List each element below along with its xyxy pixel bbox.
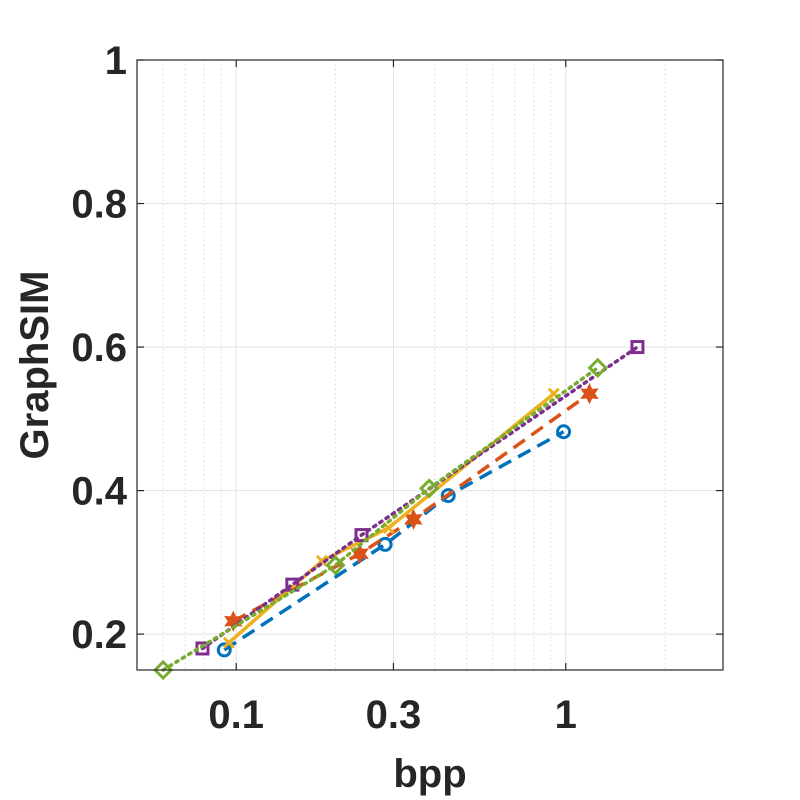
- x-tick-labels: 0.1 0.3 1: [208, 693, 576, 737]
- data-point-circle: [377, 536, 393, 552]
- data-point-x-stroke: [382, 521, 395, 534]
- y-tick-label: 0.2: [71, 613, 127, 657]
- y-tick-label: 0.8: [71, 183, 127, 227]
- data-point-hexagram: [350, 543, 369, 565]
- x-tick-label: 1: [555, 693, 577, 737]
- data-point-x: [222, 636, 235, 649]
- data-point-diamond: [419, 478, 440, 499]
- x-tick-label: 0.3: [366, 693, 422, 737]
- plot-frame: [136, 59, 724, 671]
- series-line: [200, 345, 640, 651]
- x-tick-label: 0.1: [208, 693, 264, 737]
- y-axis-title: GraphSIM: [13, 271, 57, 460]
- data-point-hexagram: [224, 610, 243, 632]
- y-tick-label: 1: [105, 39, 127, 83]
- series-layer: [152, 340, 645, 681]
- data-point-diamond: [152, 659, 174, 681]
- data-point-square: [354, 528, 369, 543]
- plot-area: [137, 60, 723, 670]
- series-line: [161, 366, 600, 672]
- y-tick-labels: 0.2 0.4 0.6 0.8 1: [71, 39, 127, 657]
- x-axis-title: bpp: [393, 752, 466, 796]
- axis-ticks: [137, 59, 723, 670]
- data-point-diamond: [587, 357, 608, 378]
- data-point-circle: [556, 424, 572, 440]
- data-point-x-stroke: [547, 387, 560, 400]
- y-tick-label: 0.4: [71, 470, 127, 514]
- data-point-x-stroke: [222, 636, 235, 649]
- data-point-square: [630, 340, 645, 355]
- data-point-hexagram: [580, 383, 599, 405]
- data-point-circle: [440, 488, 456, 504]
- data-point-circle: [216, 642, 232, 658]
- series-5: [152, 357, 608, 681]
- data-point-diamond: [325, 555, 346, 576]
- y-tick-label: 0.6: [71, 326, 127, 370]
